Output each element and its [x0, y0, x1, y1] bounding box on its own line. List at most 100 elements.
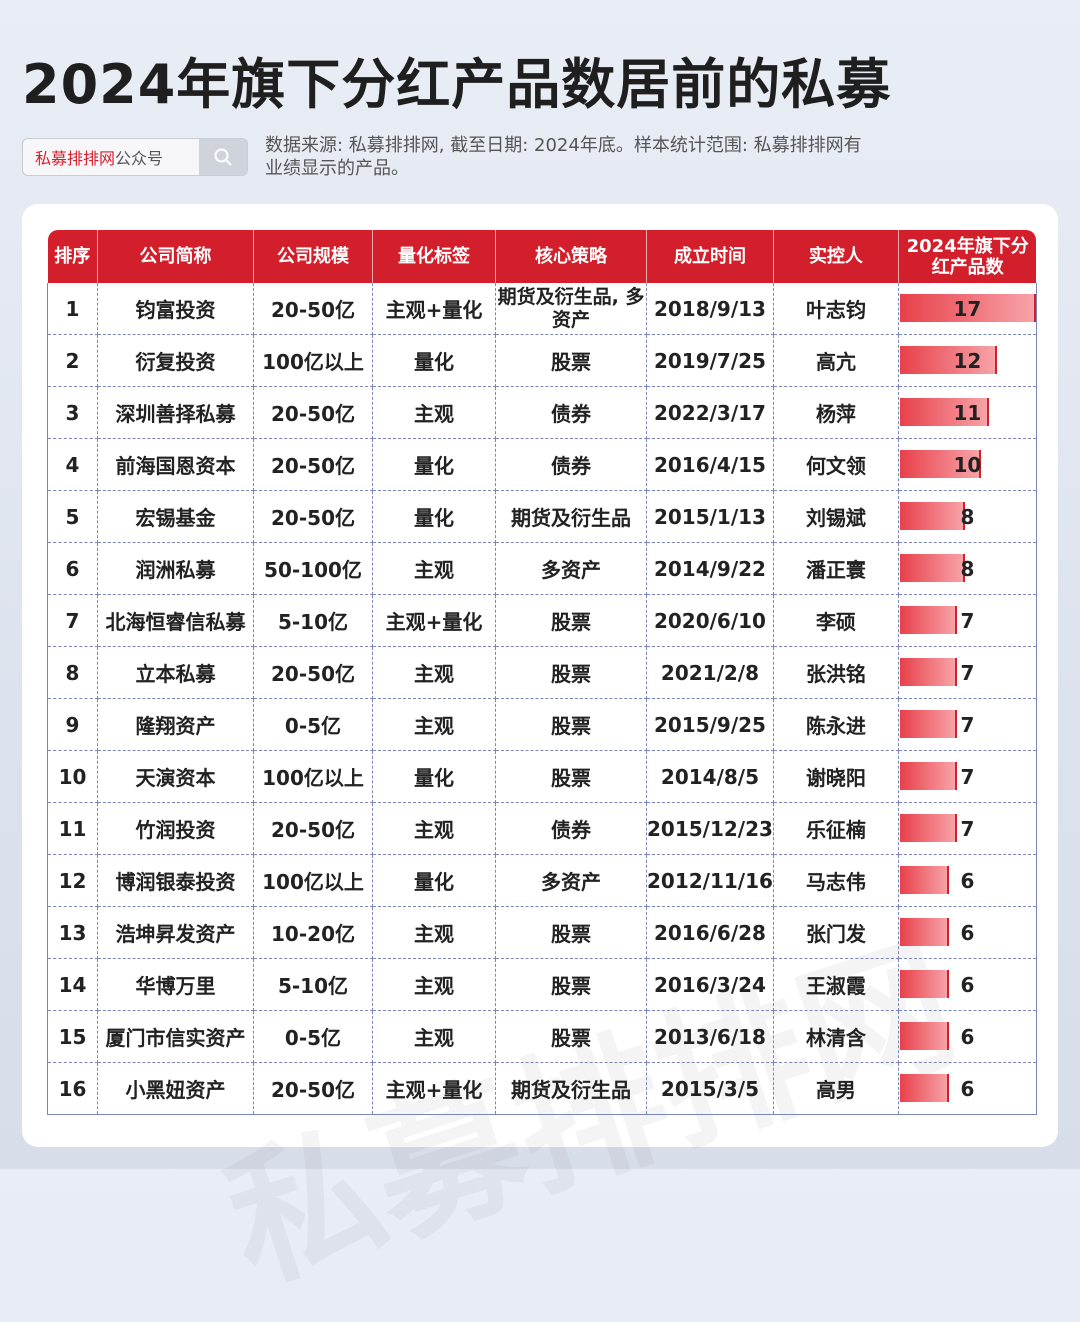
cell-founded: 2018/9/13: [646, 283, 774, 335]
count-bar: [899, 1074, 949, 1102]
cell-founded: 2016/3/24: [646, 958, 774, 1011]
cell-strategy: 股票: [495, 906, 647, 959]
cell-company: 北海恒睿信私募: [97, 594, 254, 647]
cell-strategy: 债券: [495, 802, 647, 855]
cell-company: 厦门市信实资产: [97, 1010, 254, 1063]
cell-rank: 8: [47, 646, 98, 699]
cell-controller: 刘锡斌: [773, 490, 899, 543]
cell-rank: 1: [47, 283, 98, 335]
cell-rank: 12: [47, 854, 98, 907]
cell-strategy: 多资产: [495, 854, 647, 907]
count-value: 7: [960, 764, 975, 789]
cell-quant: 主观: [372, 906, 496, 959]
count-value: 6: [960, 1024, 975, 1049]
cell-controller: 李硕: [773, 594, 899, 647]
cell-scale: 20-50亿: [253, 646, 373, 699]
cell-quant: 量化: [372, 854, 496, 907]
cell-controller: 林清含: [773, 1010, 899, 1063]
count-bar: [899, 710, 957, 738]
cell-founded: 2014/9/22: [646, 542, 774, 595]
cell-company: 衍复投资: [97, 334, 254, 387]
count-value: 6: [960, 1076, 975, 1101]
cell-company: 润洲私募: [97, 542, 254, 595]
search-box[interactable]: 私募排排网 公众号: [22, 138, 248, 176]
count-bar: [899, 658, 957, 686]
count-bar: [899, 762, 957, 790]
cell-scale: 20-50亿: [253, 802, 373, 855]
cell-controller: 谢晓阳: [773, 750, 899, 803]
cell-scale: 20-50亿: [253, 386, 373, 439]
cell-count: 7: [898, 646, 1037, 699]
search-button[interactable]: [199, 139, 247, 175]
cell-company: 前海国恩资本: [97, 438, 254, 491]
count-bar: [899, 970, 949, 998]
table-row: 7 北海恒睿信私募 5-10亿 主观+量化 股票 2020/6/10 李硕 7: [47, 594, 1037, 647]
cell-count: 6: [898, 1010, 1037, 1063]
cell-founded: 2022/3/17: [646, 386, 774, 439]
cell-strategy: 债券: [495, 438, 647, 491]
cell-strategy: 股票: [495, 1010, 647, 1063]
table-row: 6 润洲私募 50-100亿 主观 多资产 2014/9/22 潘正寰 8: [47, 542, 1037, 595]
table-row: 4 前海国恩资本 20-50亿 量化 债券 2016/4/15 何文领 10: [47, 438, 1037, 491]
cell-quant: 量化: [372, 490, 496, 543]
cell-rank: 5: [47, 490, 98, 543]
cell-company: 隆翔资产: [97, 698, 254, 751]
cell-founded: 2015/12/23: [646, 802, 774, 855]
count-value: 17: [953, 296, 982, 321]
header-founded: 成立时间: [646, 230, 774, 283]
cell-controller: 高男: [773, 1062, 899, 1115]
table-row: 10 天演资本 100亿以上 量化 股票 2014/8/5 谢晓阳 7: [47, 750, 1037, 803]
cell-company: 钧富投资: [97, 283, 254, 335]
cell-scale: 50-100亿: [253, 542, 373, 595]
search-icon: [214, 148, 232, 166]
cell-controller: 马志伟: [773, 854, 899, 907]
cell-rank: 15: [47, 1010, 98, 1063]
cell-quant: 主观+量化: [372, 1062, 496, 1115]
header-scale: 公司规模: [253, 230, 373, 283]
cell-quant: 主观+量化: [372, 594, 496, 647]
cell-controller: 叶志钧: [773, 283, 899, 335]
cell-controller: 陈永进: [773, 698, 899, 751]
cell-company: 小黑妞资产: [97, 1062, 254, 1115]
table-row: 8 立本私募 20-50亿 主观 股票 2021/2/8 张洪铭 7: [47, 646, 1037, 699]
cell-strategy: 股票: [495, 646, 647, 699]
count-bar: [899, 450, 981, 478]
count-bar: [899, 918, 949, 946]
cell-quant: 主观: [372, 1010, 496, 1063]
cell-founded: 2014/8/5: [646, 750, 774, 803]
data-source-note: 数据来源: 私募排排网, 截至日期: 2024年底。样本统计范围: 私募排排网有…: [265, 135, 862, 179]
cell-count: 6: [898, 1062, 1037, 1115]
cell-quant: 主观: [372, 386, 496, 439]
cell-quant: 主观+量化: [372, 283, 496, 335]
cell-founded: 2016/4/15: [646, 438, 774, 491]
cell-count: 7: [898, 802, 1037, 855]
cell-quant: 主观: [372, 802, 496, 855]
table-header-row: 排序 公司简称 公司规模 量化标签 核心策略 成立时间 实控人 2024年旗下分…: [47, 230, 1037, 283]
cell-rank: 10: [47, 750, 98, 803]
cell-controller: 潘正寰: [773, 542, 899, 595]
count-value: 10: [953, 452, 982, 477]
cell-rank: 9: [47, 698, 98, 751]
cell-scale: 100亿以上: [253, 750, 373, 803]
cell-quant: 主观: [372, 698, 496, 751]
cell-scale: 0-5亿: [253, 1010, 373, 1063]
cell-quant: 量化: [372, 334, 496, 387]
cell-rank: 2: [47, 334, 98, 387]
cell-founded: 2020/6/10: [646, 594, 774, 647]
cell-scale: 20-50亿: [253, 490, 373, 543]
cell-controller: 王淑霞: [773, 958, 899, 1011]
cell-count: 12: [898, 334, 1037, 387]
cell-founded: 2013/6/18: [646, 1010, 774, 1063]
table-body: 1 钧富投资 20-50亿 主观+量化 期货及衍生品, 多资产 2018/9/13 叶志钧 1…: [47, 283, 1037, 1115]
cell-rank: 14: [47, 958, 98, 1011]
cell-scale: 100亿以上: [253, 334, 373, 387]
cell-scale: 5-10亿: [253, 594, 373, 647]
cell-founded: 2015/3/5: [646, 1062, 774, 1115]
cell-scale: 20-50亿: [253, 1062, 373, 1115]
cell-quant: 主观: [372, 542, 496, 595]
count-bar: [899, 294, 1036, 322]
count-bar: [899, 814, 957, 842]
cell-quant: 量化: [372, 438, 496, 491]
cell-quant: 主观: [372, 958, 496, 1011]
cell-controller: 高亢: [773, 334, 899, 387]
